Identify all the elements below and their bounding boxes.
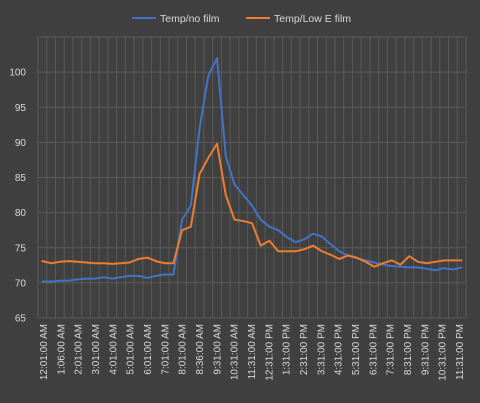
x-tick-label: 5:01:00 AM <box>126 324 137 375</box>
legend-label-low-e-film: Temp/Low E film <box>274 13 351 25</box>
x-tick-label: 2:01:00 AM <box>74 324 85 375</box>
x-tick-label: 10:31:00 AM <box>230 324 241 380</box>
x-tick-label: 4:31:00 PM <box>334 324 345 375</box>
gridlines <box>37 36 467 319</box>
series-lines <box>41 57 463 283</box>
x-tick-label: 6:31:00 PM <box>368 324 379 375</box>
x-tick-label: 12:31:00 PM <box>264 324 275 381</box>
x-tick-label: 8:01:00 AM <box>178 324 189 375</box>
y-axis-tick-labels: 65 70 75 80 85 90 95 100 <box>9 68 26 325</box>
y-tick-label: 65 <box>15 314 27 325</box>
x-tick-label: 10:31:00 PM <box>438 324 449 381</box>
legend: Temp/no film Temp/Low E film <box>132 13 351 25</box>
x-axis-tick-labels: 12:01:00 AM 1:06:00 AM 2:01:00 AM 3:01:00 A… <box>39 324 466 381</box>
series-line-low-e-film <box>41 142 463 268</box>
y-tick-label: 100 <box>9 68 26 79</box>
x-tick-label: 11:31:00 PM <box>455 324 466 380</box>
x-tick-label: 4:01:00 AM <box>108 324 119 375</box>
series-line-no-film <box>41 57 463 283</box>
x-tick-label: 2:31:00 PM <box>299 324 310 375</box>
y-tick-label: 85 <box>15 173 27 184</box>
x-tick-label: 1:06:00 AM <box>56 324 67 375</box>
y-tick-label: 95 <box>15 103 27 114</box>
x-tick-label: 6:01:00 AM <box>143 324 154 375</box>
x-tick-label: 9:31:00 PM <box>420 324 431 375</box>
x-tick-label: 11:31:00 AM <box>247 324 258 379</box>
y-tick-label: 80 <box>15 208 27 219</box>
x-tick-label: 12:01:00 AM <box>39 324 50 380</box>
x-tick-label: 7:31:00 PM <box>386 324 397 375</box>
y-tick-label: 90 <box>15 138 27 149</box>
x-tick-label: 3:01:00 AM <box>91 324 102 375</box>
x-tick-label: 5:31:00 PM <box>351 324 362 375</box>
x-tick-label: 9:31:00 AM <box>212 324 223 375</box>
x-tick-label: 7:01:00 AM <box>160 324 171 375</box>
y-tick-label: 70 <box>15 278 27 289</box>
x-tick-label: 8:36:00 AM <box>195 324 206 375</box>
x-tick-label: 3:31:00 PM <box>316 324 327 375</box>
x-tick-label: 8:31:00 PM <box>403 324 414 375</box>
y-tick-label: 75 <box>15 243 27 254</box>
x-tick-label: 1:31:00 PM <box>282 324 293 375</box>
legend-label-no-film: Temp/no film <box>160 13 220 25</box>
